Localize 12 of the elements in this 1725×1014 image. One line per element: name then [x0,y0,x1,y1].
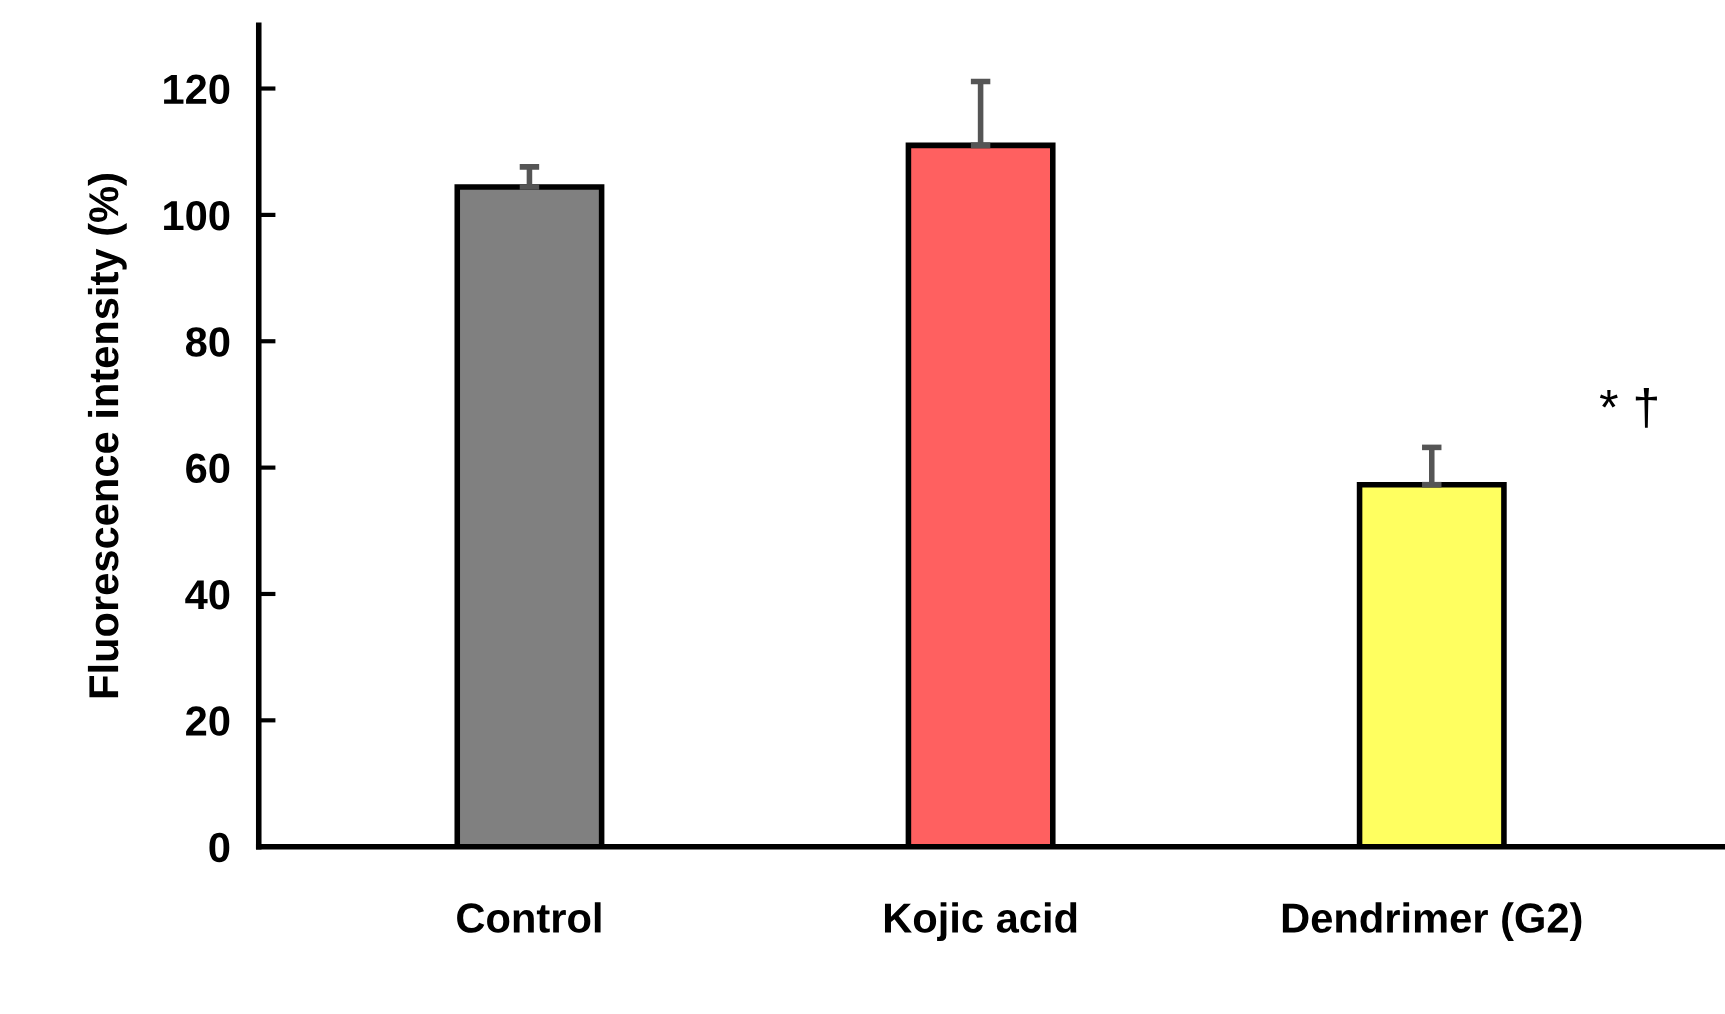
y-tick-label: 20 [186,706,230,736]
y-tick-label: 80 [185,327,230,357]
x-tick-label: Dendrimer (G2) [1282,902,1582,942]
y-tick-label: 100 [164,200,230,231]
annotation: * † [1599,388,1657,428]
y-tick-label: 120 [164,74,230,105]
y-tick-label: 40 [185,579,230,610]
y-axis-title: Fluorescence intensity (%) [87,174,127,698]
y-tick-label: 0 [209,832,230,863]
x-tick-label: Control [457,902,601,933]
x-tick-label: Kojic acid [884,902,1077,942]
y-tick-label: 60 [186,453,230,484]
